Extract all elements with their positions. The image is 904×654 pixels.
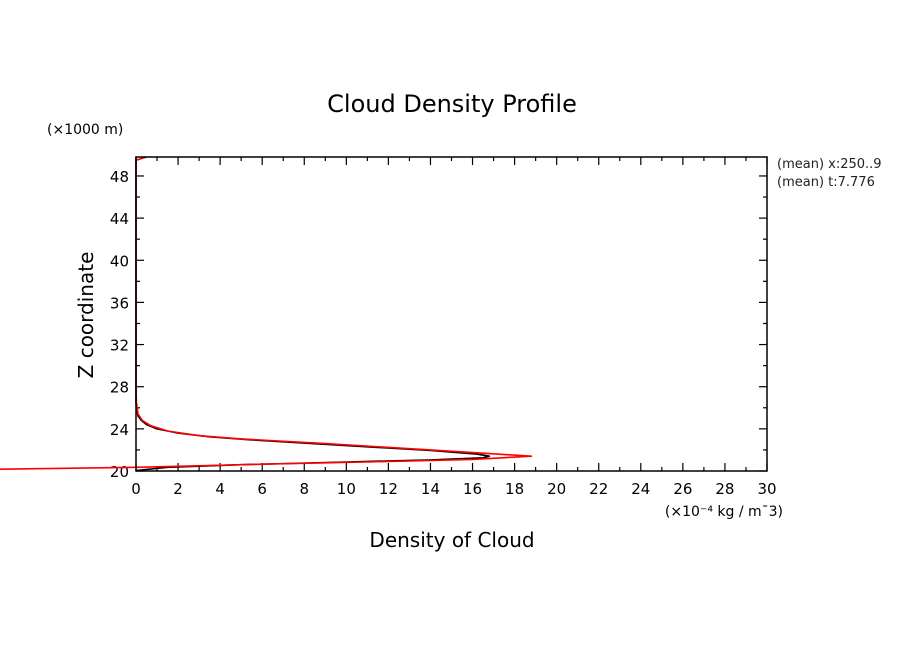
x-tick-label: 20 — [547, 480, 566, 498]
y-tick-label: 40 — [110, 252, 129, 270]
x-tick-label: 24 — [631, 480, 650, 498]
x-tick-label: 16 — [463, 480, 482, 498]
x-tick-label: 14 — [421, 480, 440, 498]
y-tick-label: 24 — [110, 421, 129, 439]
chart-title: Cloud Density Profile — [327, 90, 577, 118]
axis-ticks — [135, 157, 768, 472]
x-tick-label: 28 — [715, 480, 734, 498]
y-tick-label: 44 — [110, 210, 129, 228]
x-tick-label: 10 — [337, 480, 356, 498]
x-tick-label: 2 — [173, 480, 183, 498]
x-tick-label: 22 — [589, 480, 608, 498]
x-tick-label: 30 — [757, 480, 776, 498]
x-axis-label: Density of Cloud — [369, 528, 534, 552]
y-axis-unit: (×1000 m) — [47, 122, 123, 138]
series-line-1 — [135, 157, 491, 472]
x-tick-label: 26 — [673, 480, 692, 498]
annotation-mean-x: (mean) x:250..9 — [777, 157, 882, 172]
x-tick-label: 0 — [131, 480, 141, 498]
y-tick-label: 32 — [110, 337, 129, 355]
x-tick-label: 8 — [299, 480, 309, 498]
y-axis-label: Z coordinate — [74, 252, 98, 379]
y-tick-label: 20 — [110, 463, 129, 481]
annotation-mean-t: (mean) t:7.776 — [777, 175, 875, 190]
y-tick-label: 36 — [110, 294, 129, 312]
x-tick-label: 18 — [505, 480, 524, 498]
x-tick-label: 12 — [379, 480, 398, 498]
x-tick-label: 4 — [215, 480, 225, 498]
y-tick-label: 28 — [110, 379, 129, 397]
axis-tick-labels: 0 2 4 6 8 10 12 14 16 18 20 22 24 26 28 302024283236404… — [110, 168, 777, 498]
y-tick-label: 48 — [110, 168, 129, 186]
x-axis-unit: (×10⁻⁴ kg / m¯3) — [665, 504, 783, 520]
x-tick-label: 6 — [257, 480, 267, 498]
plot-frame — [135, 156, 768, 472]
